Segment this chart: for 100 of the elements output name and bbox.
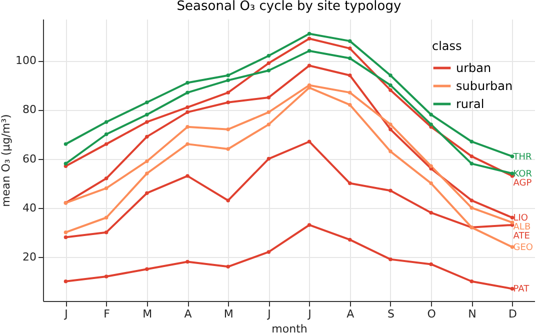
point bbox=[348, 238, 352, 242]
point bbox=[186, 80, 190, 85]
point bbox=[64, 280, 68, 284]
point bbox=[307, 140, 312, 144]
point bbox=[348, 56, 352, 60]
point bbox=[348, 181, 352, 186]
legend-label: rural bbox=[456, 97, 484, 111]
point bbox=[104, 132, 108, 136]
point bbox=[145, 112, 149, 116]
annotation: AGP bbox=[513, 178, 532, 188]
y-tick-label: 40 bbox=[22, 201, 36, 214]
point bbox=[348, 46, 352, 50]
point bbox=[266, 96, 271, 100]
point bbox=[429, 122, 433, 126]
point bbox=[64, 235, 68, 240]
point bbox=[104, 176, 108, 180]
annotation: GEO bbox=[513, 243, 534, 254]
x-axis-title: month bbox=[272, 322, 308, 336]
x-tick-label: J bbox=[307, 308, 312, 320]
point bbox=[266, 54, 271, 58]
point bbox=[64, 162, 68, 166]
point bbox=[388, 127, 392, 132]
point bbox=[104, 230, 108, 234]
point bbox=[307, 32, 312, 36]
point bbox=[470, 140, 474, 144]
point bbox=[186, 174, 190, 178]
y-tick-label: 20 bbox=[22, 250, 36, 264]
legend-label: urban bbox=[456, 61, 492, 75]
point bbox=[470, 154, 474, 158]
point bbox=[145, 120, 149, 124]
point bbox=[388, 83, 392, 88]
x-tick-label: A bbox=[184, 308, 192, 320]
point bbox=[186, 260, 190, 264]
point bbox=[266, 68, 271, 72]
annotation: LIO bbox=[513, 214, 528, 224]
point bbox=[145, 159, 149, 164]
chart-title: Seasonal O₃ cycle by site typology bbox=[176, 0, 402, 14]
point bbox=[186, 90, 190, 94]
legend-label: suburban bbox=[456, 79, 513, 93]
point bbox=[186, 110, 190, 114]
point bbox=[429, 164, 433, 168]
x-tick-label: F bbox=[104, 308, 110, 320]
x-tick-label: J bbox=[64, 308, 68, 320]
point bbox=[226, 74, 230, 78]
point bbox=[226, 198, 230, 202]
point bbox=[388, 188, 392, 193]
y-tick-label: 100 bbox=[16, 54, 36, 68]
point bbox=[64, 230, 68, 234]
point bbox=[266, 156, 271, 161]
point bbox=[429, 181, 433, 186]
point bbox=[429, 262, 433, 266]
point bbox=[266, 61, 271, 66]
annotation: PAT bbox=[513, 284, 530, 295]
x-tick-label: D bbox=[508, 308, 518, 320]
point bbox=[388, 122, 392, 126]
point bbox=[266, 110, 271, 114]
point bbox=[226, 127, 230, 132]
point bbox=[145, 100, 149, 104]
point bbox=[266, 250, 271, 254]
point bbox=[226, 264, 230, 269]
x-tick-label: J bbox=[266, 308, 271, 320]
point bbox=[104, 216, 108, 220]
point bbox=[307, 223, 312, 227]
point bbox=[470, 280, 474, 284]
point bbox=[348, 90, 352, 94]
point bbox=[104, 274, 108, 278]
point bbox=[64, 142, 68, 146]
point bbox=[104, 120, 108, 124]
x-tick-label: O bbox=[427, 308, 436, 320]
point bbox=[145, 267, 149, 271]
x-tick-label: A bbox=[346, 308, 355, 320]
x-tick-label: N bbox=[468, 308, 476, 320]
point bbox=[510, 220, 514, 224]
point bbox=[266, 122, 271, 126]
point bbox=[186, 125, 190, 129]
x-tick-label: S bbox=[387, 308, 394, 320]
point bbox=[388, 257, 392, 262]
point bbox=[388, 88, 392, 92]
point bbox=[226, 147, 230, 151]
point bbox=[104, 186, 108, 190]
point bbox=[186, 142, 190, 146]
x-tick-label: M bbox=[142, 308, 152, 320]
point bbox=[388, 150, 392, 154]
point bbox=[470, 198, 474, 202]
x-tick-label: M bbox=[224, 308, 234, 320]
point bbox=[226, 100, 230, 104]
point bbox=[348, 74, 352, 78]
point bbox=[104, 142, 108, 146]
point bbox=[470, 206, 474, 210]
annotation: ALB bbox=[513, 222, 531, 233]
point bbox=[307, 64, 312, 68]
point bbox=[145, 172, 149, 176]
point bbox=[145, 191, 149, 195]
y-tick-label: 80 bbox=[22, 103, 36, 116]
point bbox=[307, 36, 312, 40]
point bbox=[186, 105, 190, 110]
annotation: ATE bbox=[513, 232, 530, 242]
point bbox=[388, 74, 392, 78]
point bbox=[226, 90, 230, 94]
y-tick-label: 60 bbox=[22, 152, 36, 166]
